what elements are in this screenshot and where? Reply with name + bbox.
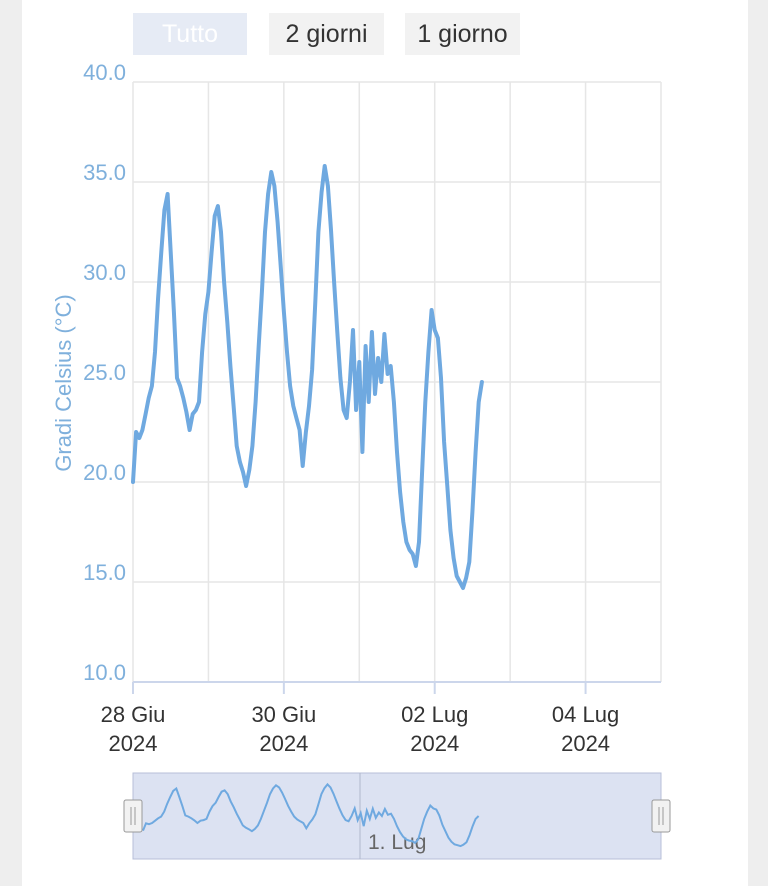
y-axis-label: Gradi Celsius (°C) — [51, 294, 76, 472]
y-tick-label: 40.0 — [83, 60, 126, 85]
x-tick-label-year: 2024 — [109, 731, 158, 756]
y-tick-label: 25.0 — [83, 360, 126, 385]
x-tick-label-year: 2024 — [561, 731, 610, 756]
y-tick-label: 15.0 — [83, 560, 126, 585]
y-tick-label: 35.0 — [83, 160, 126, 185]
x-axis-ticks: 28 Giu 2024 30 Giu 2024 02 Lug 2024 04 Lug 2024 — [101, 682, 619, 756]
y-tick-label: 20.0 — [83, 460, 126, 485]
navigator-tick-label: 1. Lug — [368, 831, 426, 854]
y-axis-ticks: 40.0 35.0 30.0 25.0 20.0 15.0 10.0 — [83, 60, 126, 685]
temperature-series-line — [131, 164, 484, 590]
x-tick-label-day: 04 Lug — [552, 702, 619, 727]
y-tick-label: 10.0 — [83, 660, 126, 685]
navigator-series-line — [142, 782, 480, 848]
navigator-right-handle[interactable] — [651, 799, 671, 833]
range-2-days-button[interactable]: 2 giorni — [269, 13, 384, 55]
chart-card — [22, 0, 748, 886]
x-tick-label-day: 02 Lug — [401, 702, 468, 727]
y-tick-label: 30.0 — [83, 260, 126, 285]
navigator-selected-range[interactable] — [132, 772, 662, 860]
gridlines — [132, 81, 662, 683]
x-tick-label-day: 30 Giu — [251, 702, 316, 727]
x-tick-label-year: 2024 — [410, 731, 459, 756]
x-tick-label-day: 28 Giu — [101, 702, 166, 727]
range-1-day-button[interactable]: 1 giorno — [405, 13, 520, 55]
navigator-left-handle[interactable] — [123, 799, 143, 833]
navigator[interactable]: 1. Lug — [123, 772, 671, 860]
range-all-button[interactable]: Tutto — [133, 13, 247, 55]
x-tick-label-year: 2024 — [259, 731, 308, 756]
